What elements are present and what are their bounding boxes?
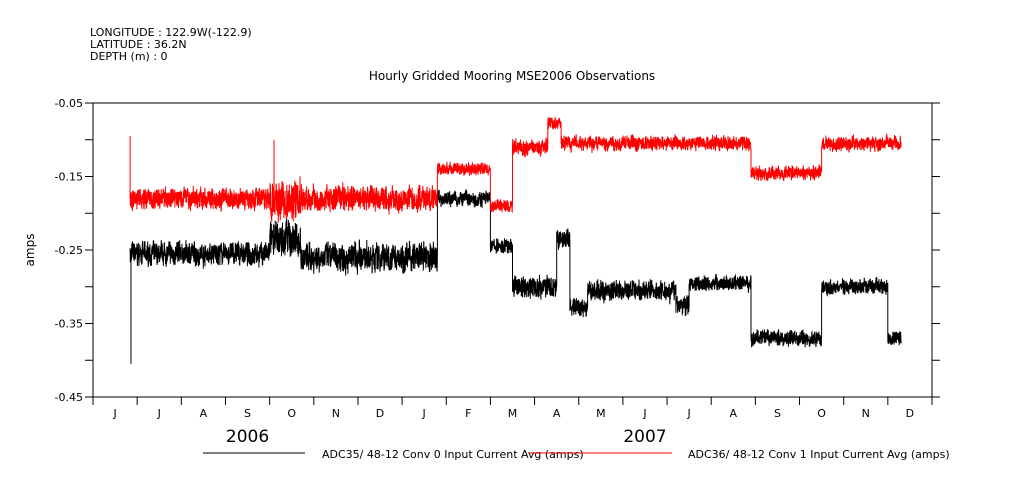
- axes: -0.05 -0.15 -0.25 -0.35 -0.45 J J A S O N D J F M A M J J A…: [55, 97, 940, 447]
- x-tick-label: M: [508, 407, 518, 420]
- y-tick-label: -0.25: [55, 244, 83, 257]
- plot-area: [129, 116, 902, 364]
- legend-label-adc35: ADC35/ 48-12 Conv 0 Input Current Avg (a…: [322, 448, 584, 461]
- x-tick-label: J: [422, 407, 426, 420]
- year-label: 2006: [226, 427, 269, 447]
- x-tick-label: J: [112, 407, 116, 420]
- chart-title: Hourly Gridded Mooring MSE2006 Observati…: [369, 69, 655, 83]
- x-tick-label: A: [553, 407, 561, 420]
- x-tick-label: N: [862, 407, 870, 420]
- legend-label-adc36: ADC36/ 48-12 Conv 1 Input Current Avg (a…: [688, 448, 950, 461]
- y-tick-label: -0.35: [55, 318, 83, 331]
- x-tick-label: S: [774, 407, 781, 420]
- series-line-adc36: [129, 116, 902, 223]
- x-tick-label: M: [596, 407, 606, 420]
- x-tick-label: D: [906, 407, 914, 420]
- x-tick-label: S: [244, 407, 251, 420]
- latitude-label: LATITUDE : 36.2N: [90, 38, 187, 51]
- longitude-label: LONGITUDE : 122.9W(-122.9): [90, 26, 252, 39]
- x-tick-label: A: [200, 407, 208, 420]
- y-tick-label: -0.15: [55, 171, 83, 184]
- x-tick-label: F: [465, 407, 471, 420]
- x-tick-label: N: [332, 407, 340, 420]
- depth-label: DEPTH (m) : 0: [90, 50, 168, 63]
- x-tick-label: J: [642, 407, 646, 420]
- series-line-adc35: [129, 189, 902, 348]
- x-tick-label: O: [817, 407, 826, 420]
- y-tick-label: -0.45: [55, 391, 83, 404]
- x-tick-label: J: [687, 407, 691, 420]
- year-label: 2007: [623, 427, 666, 447]
- y-tick-label: -0.05: [55, 97, 83, 110]
- x-tick-label: A: [730, 407, 738, 420]
- y-axis-label: amps: [23, 234, 37, 267]
- x-tick-label: O: [287, 407, 296, 420]
- x-tick-label: D: [376, 407, 384, 420]
- x-tick-label: J: [157, 407, 161, 420]
- legend: ADC35/ 48-12 Conv 0 Input Current Avg (a…: [203, 448, 950, 461]
